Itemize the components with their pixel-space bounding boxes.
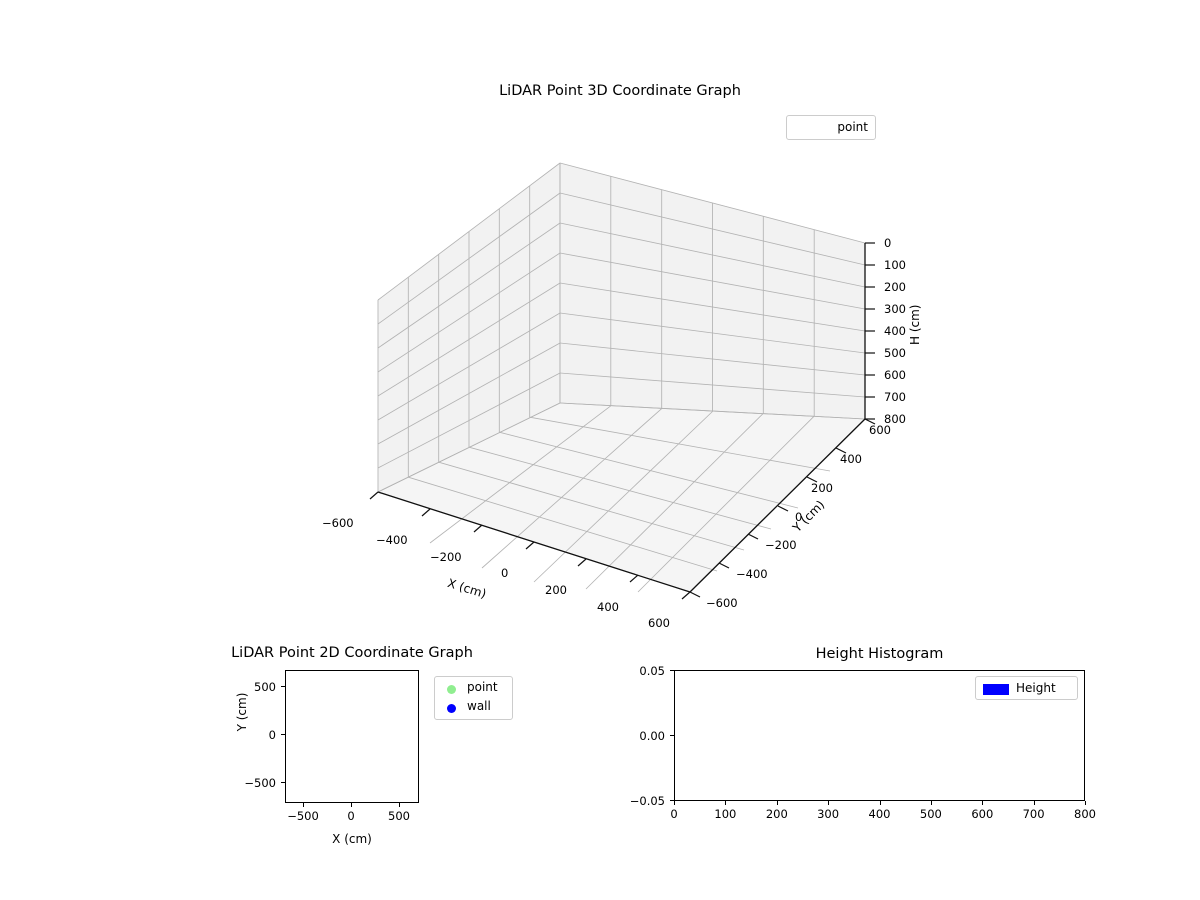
legend-marker-wall-2d (447, 704, 456, 713)
legend-label-point-3d: point (837, 120, 868, 134)
tick-h3d-4: 400 (884, 324, 906, 338)
axis-label-y2d: Y (cm) (235, 692, 249, 732)
tickmark-x2d-2 (399, 803, 401, 807)
tick-h3d-2: 200 (884, 280, 906, 294)
legend-patch-height (983, 684, 1009, 695)
axis-label-h3d: H (cm) (908, 304, 922, 346)
legend-marker-point-2d (447, 685, 456, 694)
legend-histogram[interactable]: Height (975, 676, 1078, 700)
chart-hist-title: Height Histogram (815, 646, 944, 662)
tickmark-xhist-0 (674, 801, 676, 805)
lidar-3d-axes[interactable]: −600 −400 −200 0 200 400 600 X (cm) −600… (300, 60, 940, 640)
tick-xhist-1: 100 (714, 807, 737, 821)
tickmark-xhist-2 (776, 801, 778, 805)
tickmark-xhist-3 (828, 801, 830, 805)
tickmarks-3d (369, 242, 876, 600)
tick-x3d-6: 600 (648, 616, 670, 630)
legend-label-point-2d: point (467, 680, 498, 694)
tick-x3d-1: −400 (376, 533, 408, 547)
tick-x3d-4: 200 (545, 583, 567, 597)
tick-x2d-0: −500 (287, 809, 319, 823)
legend-label-height: Height (1016, 681, 1056, 695)
tick-y2d-0: 500 (254, 680, 276, 694)
axis-label-x2d: X (cm) (332, 832, 372, 846)
tick-h3d-6: 600 (884, 368, 906, 382)
tick-y3d-5: 400 (840, 452, 862, 466)
tick-x3d-0: −600 (322, 516, 354, 530)
tick-yhist-2: −0.05 (629, 794, 665, 808)
tick-h3d-8: 800 (884, 412, 906, 426)
tickmark-xhist-4 (879, 801, 881, 805)
tick-y3d-3: 0 (795, 510, 803, 524)
tick-y3d-6: 600 (869, 423, 891, 437)
tick-xhist-5: 500 (919, 807, 942, 821)
legend-2d[interactable]: point wall (434, 676, 513, 720)
tick-x3d-2: −200 (430, 550, 462, 564)
tick-y2d-1: 0 (268, 728, 276, 742)
chart-2d-title: LiDAR Point 2D Coordinate Graph (231, 645, 473, 661)
tick-h3d-7: 700 (884, 390, 906, 404)
tick-x2d-2: 500 (388, 809, 410, 823)
tick-xhist-6: 600 (971, 807, 994, 821)
tick-xhist-2: 200 (765, 807, 788, 821)
tickmark-xhist-7 (1033, 801, 1035, 805)
tickmark-yhist-2 (670, 800, 674, 802)
tick-x3d-3: 0 (501, 566, 509, 580)
tick-h3d-1: 100 (884, 258, 906, 272)
tickmark-x2d-0 (303, 803, 305, 807)
tick-h3d-5: 500 (884, 346, 906, 360)
tickmark-y2d-1 (281, 734, 285, 736)
tick-y3d-0: −600 (706, 596, 738, 610)
tick-xhist-4: 400 (868, 807, 891, 821)
chart-3d-title: LiDAR Point 3D Coordinate Graph (499, 83, 741, 99)
tick-x2d-1: 0 (347, 809, 355, 823)
tickmark-xhist-1 (725, 801, 727, 805)
tick-xhist-3: 300 (817, 807, 840, 821)
tickmark-xhist-6 (982, 801, 984, 805)
tick-y3d-1: −400 (736, 567, 768, 581)
tick-x3d-5: 400 (597, 600, 619, 614)
tick-y3d-2: −200 (765, 538, 797, 552)
tick-yhist-1: 0.00 (639, 729, 665, 743)
tickmark-xhist-5 (930, 801, 932, 805)
tick-yhist-0: 0.05 (639, 664, 665, 678)
tick-y2d-2: −500 (244, 776, 276, 790)
lidar-2d-axes[interactable] (285, 670, 419, 803)
tickmark-yhist-0 (670, 670, 674, 672)
tick-xhist-7: 700 (1022, 807, 1045, 821)
tick-h3d-0: 0 (884, 236, 892, 250)
legend-marker-point-3d (797, 126, 802, 131)
tickmark-y2d-2 (281, 782, 285, 784)
tick-xhist-0: 0 (670, 807, 678, 821)
legend-3d[interactable]: point (786, 115, 876, 140)
tickmark-x2d-1 (351, 803, 353, 807)
tickmark-yhist-1 (670, 735, 674, 737)
tickmark-y2d-0 (281, 686, 285, 688)
lidar-3d-canvas (369, 162, 876, 600)
tickmark-xhist-8 (1085, 801, 1087, 805)
tick-y3d-4: 200 (811, 481, 833, 495)
tick-xhist-8: 800 (1074, 807, 1096, 821)
legend-label-wall-2d: wall (467, 699, 491, 713)
tick-h3d-3: 300 (884, 302, 906, 316)
